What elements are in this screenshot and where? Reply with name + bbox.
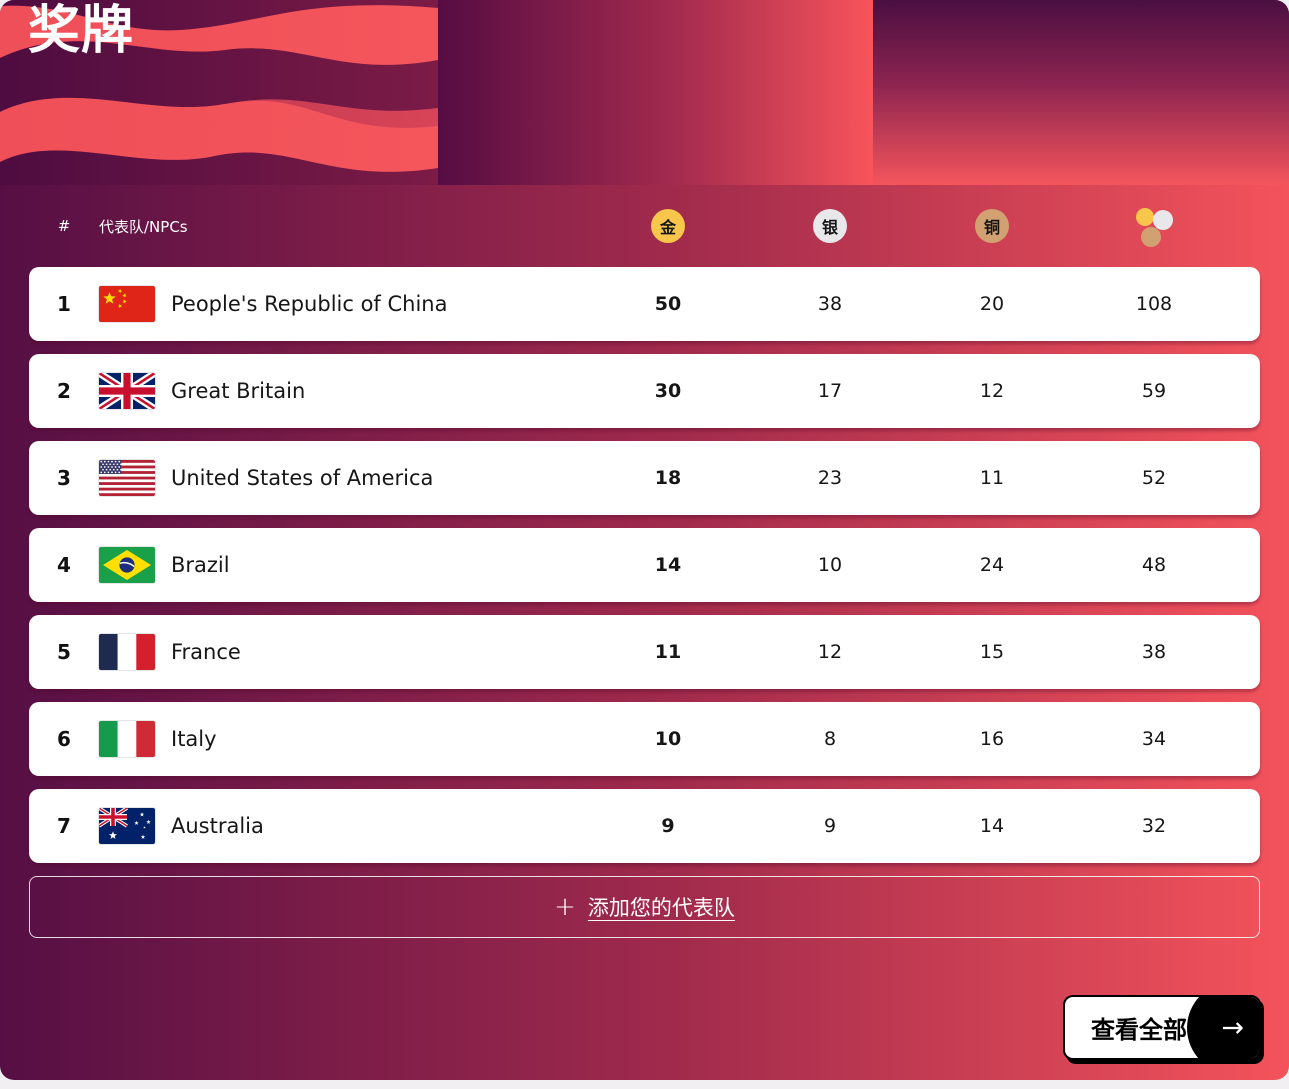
bronze-medal-icon: 铜: [975, 209, 1009, 243]
plus-icon: +: [554, 892, 576, 922]
silver-count: 8: [823, 728, 837, 750]
bronze-count: 12: [979, 380, 1005, 402]
country-name: Brazil: [171, 553, 230, 577]
medal-table: # 代表队/NPCs 金 银 铜 1 People's Republic of …: [0, 185, 1289, 938]
bronze-count: 14: [979, 815, 1005, 837]
table-body: 1 People's Republic of China 50 38 20 10…: [29, 267, 1260, 863]
gold-count: 14: [654, 554, 682, 576]
country-name: Italy: [171, 727, 217, 751]
bronze-count: 16: [979, 728, 1005, 750]
view-all-button[interactable]: 查看全部 →: [1063, 995, 1261, 1060]
gold-count: 9: [661, 815, 675, 837]
country-name: Great Britain: [171, 379, 306, 403]
total-count: 34: [1141, 728, 1167, 750]
silver-count: 12: [817, 641, 843, 663]
silver-count: 17: [817, 380, 843, 402]
view-all-label: 查看全部: [1091, 1016, 1187, 1044]
banner-wave-art: 奖牌: [0, 0, 438, 185]
add-team-label: 添加您的代表队: [587, 896, 735, 920]
rank-cell: 3: [57, 466, 71, 490]
banner-gradient-right: [873, 0, 1289, 185]
gold-count: 18: [654, 467, 682, 489]
silver-medal-icon: 银: [813, 209, 847, 243]
table-row[interactable]: 5 France 11 12 15 38: [29, 615, 1260, 689]
rank-cell: 5: [57, 640, 71, 664]
table-header-row: # 代表队/NPCs 金 银 铜: [29, 185, 1260, 267]
total-medals-icon: [1134, 206, 1174, 247]
country-flag-icon: [99, 721, 155, 757]
banner-gradient-mid: [438, 0, 873, 185]
table-row[interactable]: 6 Italy 10 8 16 34: [29, 702, 1260, 776]
silver-count: 23: [817, 467, 843, 489]
arrow-right-icon: →: [1221, 1012, 1244, 1043]
total-count: 59: [1141, 380, 1167, 402]
rank-cell: 6: [57, 727, 71, 751]
gold-count: 50: [654, 293, 682, 315]
silver-count: 9: [823, 815, 837, 837]
gold-count: 30: [654, 380, 682, 402]
country-name: France: [171, 640, 241, 664]
table-row[interactable]: 1 People's Republic of China 50 38 20 10…: [29, 267, 1260, 341]
silver-count: 10: [817, 554, 843, 576]
rank-cell: 2: [57, 379, 71, 403]
gold-medal-icon: 金: [651, 209, 685, 243]
table-row[interactable]: 2 Great Britain 30 17 12 59: [29, 354, 1260, 428]
add-team-button[interactable]: + 添加您的代表队: [29, 876, 1260, 938]
arrow-circle: [1187, 997, 1259, 1058]
rank-cell: 1: [57, 292, 71, 316]
country-flag-icon: [99, 373, 155, 409]
table-row[interactable]: 3 United States of America 18 23 11 52: [29, 441, 1260, 515]
bronze-count: 11: [979, 467, 1005, 489]
team-column-header: 代表队/NPCs: [99, 217, 188, 236]
country-flag-icon: [99, 634, 155, 670]
table-row[interactable]: 4 Brazil 14 10 24 48: [29, 528, 1260, 602]
bronze-count: 15: [979, 641, 1005, 663]
page-title: 奖牌: [28, 1, 135, 61]
total-count: 52: [1141, 467, 1167, 489]
country-name: Australia: [171, 814, 264, 838]
banner: 奖牌: [0, 0, 1289, 185]
table-row[interactable]: 7 Australia 9 9 14 32: [29, 789, 1260, 863]
gold-count: 10: [654, 728, 682, 750]
rank-cell: 4: [57, 553, 71, 577]
country-flag-icon: [99, 460, 155, 496]
wave-pattern: [0, 0, 438, 185]
country-flag-icon: [99, 808, 155, 844]
bronze-count: 20: [979, 293, 1005, 315]
bronze-count: 24: [979, 554, 1005, 576]
silver-count: 38: [817, 293, 843, 315]
rank-cell: 7: [57, 814, 71, 838]
country-flag-icon: [99, 286, 155, 322]
country-name: United States of America: [171, 466, 434, 490]
rank-column-header: #: [57, 217, 71, 235]
country-name: People's Republic of China: [171, 292, 448, 316]
total-count: 32: [1141, 815, 1167, 837]
footer: 查看全部 →: [0, 938, 1289, 1060]
total-count: 48: [1141, 554, 1167, 576]
gold-count: 11: [654, 641, 682, 663]
total-count: 108: [1135, 293, 1173, 315]
country-flag-icon: [99, 547, 155, 583]
total-count: 38: [1141, 641, 1167, 663]
